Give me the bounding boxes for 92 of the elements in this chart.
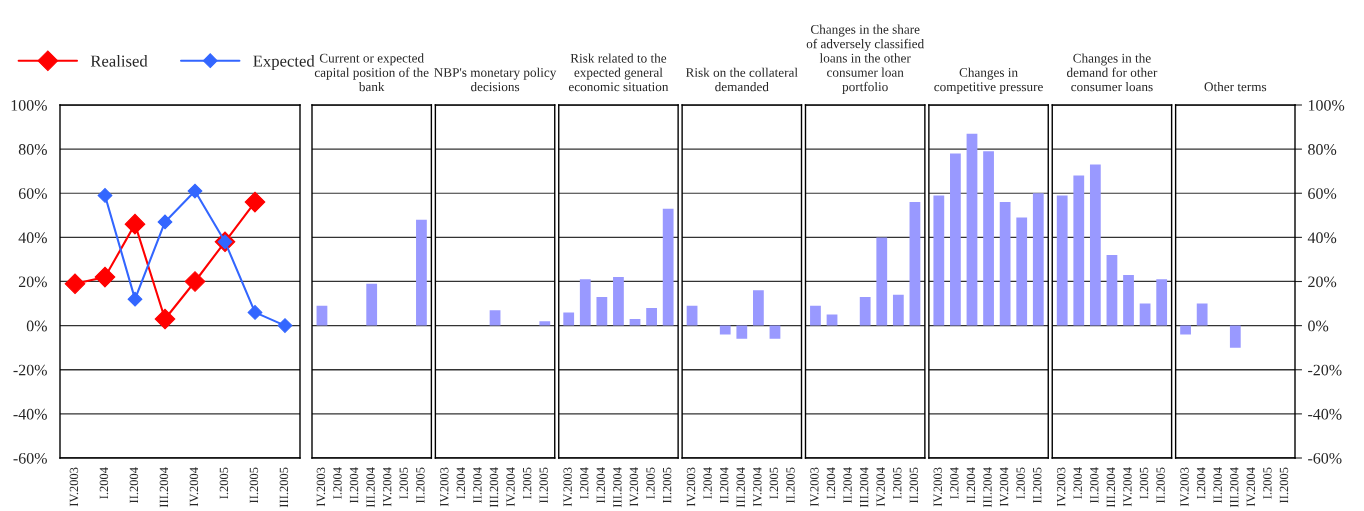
x-tick-label: IV.2003 [316,467,326,507]
x-tick-label: III.2004 [489,467,499,508]
x-tick-label: I.2004 [826,467,836,499]
chart-title: Changes in the share of adversely classified loans in the other consumer loan portfolio [806,24,925,94]
x-tick-label: II.2004 [596,467,606,504]
x-tick-label: IV.2004 [876,467,885,507]
chart-title: Changes in competitive pressure [934,67,1043,94]
x-tick-label: IV.2004 [382,467,392,507]
x-tick-label: I.2005 [219,467,229,499]
x-tick-label: III.2004 [983,467,992,508]
x-tick-label: I.2005 [399,467,409,499]
chart-title: Current or expected capital position of the bank [314,53,429,92]
x-tick-label: II.2005 [249,467,259,504]
y-tick-label: 20% [18,276,47,288]
x-tick-label: II.2005 [786,467,795,504]
x-tick-label: I.2004 [1073,467,1082,499]
y-tick-label: 40% [1307,232,1337,244]
y-tick-label: 0% [26,320,47,332]
x-tick-label: IV.2003 [933,467,943,507]
x-tick-label: IV.2004 [1123,467,1132,507]
x-tick-label: IV.2003 [69,467,79,507]
x-tick-label: II.2005 [909,467,919,504]
x-tick-label: III.2004 [859,467,869,508]
x-tick-label: II.2005 [416,467,425,504]
x-tick-label: I.2004 [333,467,342,499]
x-tick-label: III.2004 [1106,467,1116,508]
y-tick-label: 20% [1308,276,1337,288]
x-tick-label: I.2004 [703,467,712,499]
x-tick-label: III.2005 [279,467,289,508]
x-tick-label: II.2004 [966,467,976,504]
x-tick-label: IV.2003 [1180,467,1189,507]
x-tick-label: I.2004 [950,467,959,499]
y-tick-label: -20% [1308,364,1342,376]
y-tick-label: 80% [1308,144,1337,155]
x-tick-label: IV.2004 [753,467,762,507]
legend-label: Realised [90,54,148,67]
x-tick-label: I.2005 [522,467,532,499]
x-tick-label: III.2004 [1230,467,1239,508]
x-tick-label: I.2005 [646,467,655,499]
y-tick-label: -40% [1308,408,1342,420]
x-tick-label: II.2004 [1213,467,1222,504]
x-tick-label: III.2004 [613,467,622,508]
x-tick-label: I.2005 [1139,467,1149,499]
chart-title: Risk related to the expected general economic situation [568,53,669,92]
x-tick-label: III.2004 [366,467,375,508]
x-tick-label: IV.2003 [810,467,819,507]
x-tick-label: II.2005 [1156,467,1165,504]
chart-title: Risk on the collateral demanded [685,67,798,92]
x-tick-label: IV.2003 [440,467,449,507]
chart-title: Changes in the demand for other consumer loans [1066,53,1158,92]
x-tick-label: IV.2003 [686,467,696,507]
x-tick-label: II.2004 [349,467,359,504]
legend-label: Expected [253,54,315,71]
chart-title: NBP's monetary policy decisions [434,67,557,92]
y-tick-label: 0% [1308,320,1329,332]
y-tick-label: 100% [1308,99,1345,111]
y-tick-label: 100% [11,99,47,111]
x-tick-label: III.2004 [736,467,745,508]
x-tick-label: IV.2004 [999,467,1009,507]
y-tick-label: -40% [13,408,47,420]
x-tick-label: II.2005 [1033,467,1042,504]
y-tick-label: -60% [1308,452,1342,464]
x-tick-label: I.2004 [579,467,589,499]
x-tick-label: I.2004 [1196,467,1206,499]
x-tick-label: I.2005 [1263,467,1272,499]
x-tick-label: II.2005 [662,467,672,504]
y-tick-label: 60% [18,188,47,199]
x-tick-label: II.2005 [539,467,548,504]
x-tick-label: I.2005 [893,467,902,499]
x-tick-label: II.2005 [1279,467,1289,504]
y-tick-label: 60% [1308,188,1337,199]
y-tick-label: 80% [18,144,47,155]
x-tick-label: II.2004 [473,467,482,504]
x-tick-label: IV.2003 [563,467,572,507]
x-tick-label: I.2004 [456,467,466,499]
x-tick-label: I.2005 [769,467,779,499]
y-tick-label: -60% [13,452,47,464]
x-tick-label: IV.2004 [189,467,199,507]
x-tick-label: II.2004 [129,467,139,504]
y-tick-label: 40% [18,232,47,244]
x-tick-label: III.2004 [159,467,169,508]
x-tick-label: I.2005 [1016,467,1025,499]
y-tick-label: -20% [13,364,47,376]
chart-title: Other terms [1204,81,1267,92]
x-tick-label: IV.2004 [1246,467,1256,507]
x-tick-label: II.2004 [843,467,852,504]
x-tick-label: II.2004 [719,467,729,504]
x-tick-label: IV.2004 [506,467,515,507]
x-tick-label: I.2004 [99,467,109,499]
x-tick-label: II.2004 [1090,467,1099,504]
x-tick-label: IV.2003 [1056,467,1066,507]
x-tick-label: IV.2004 [629,467,639,507]
